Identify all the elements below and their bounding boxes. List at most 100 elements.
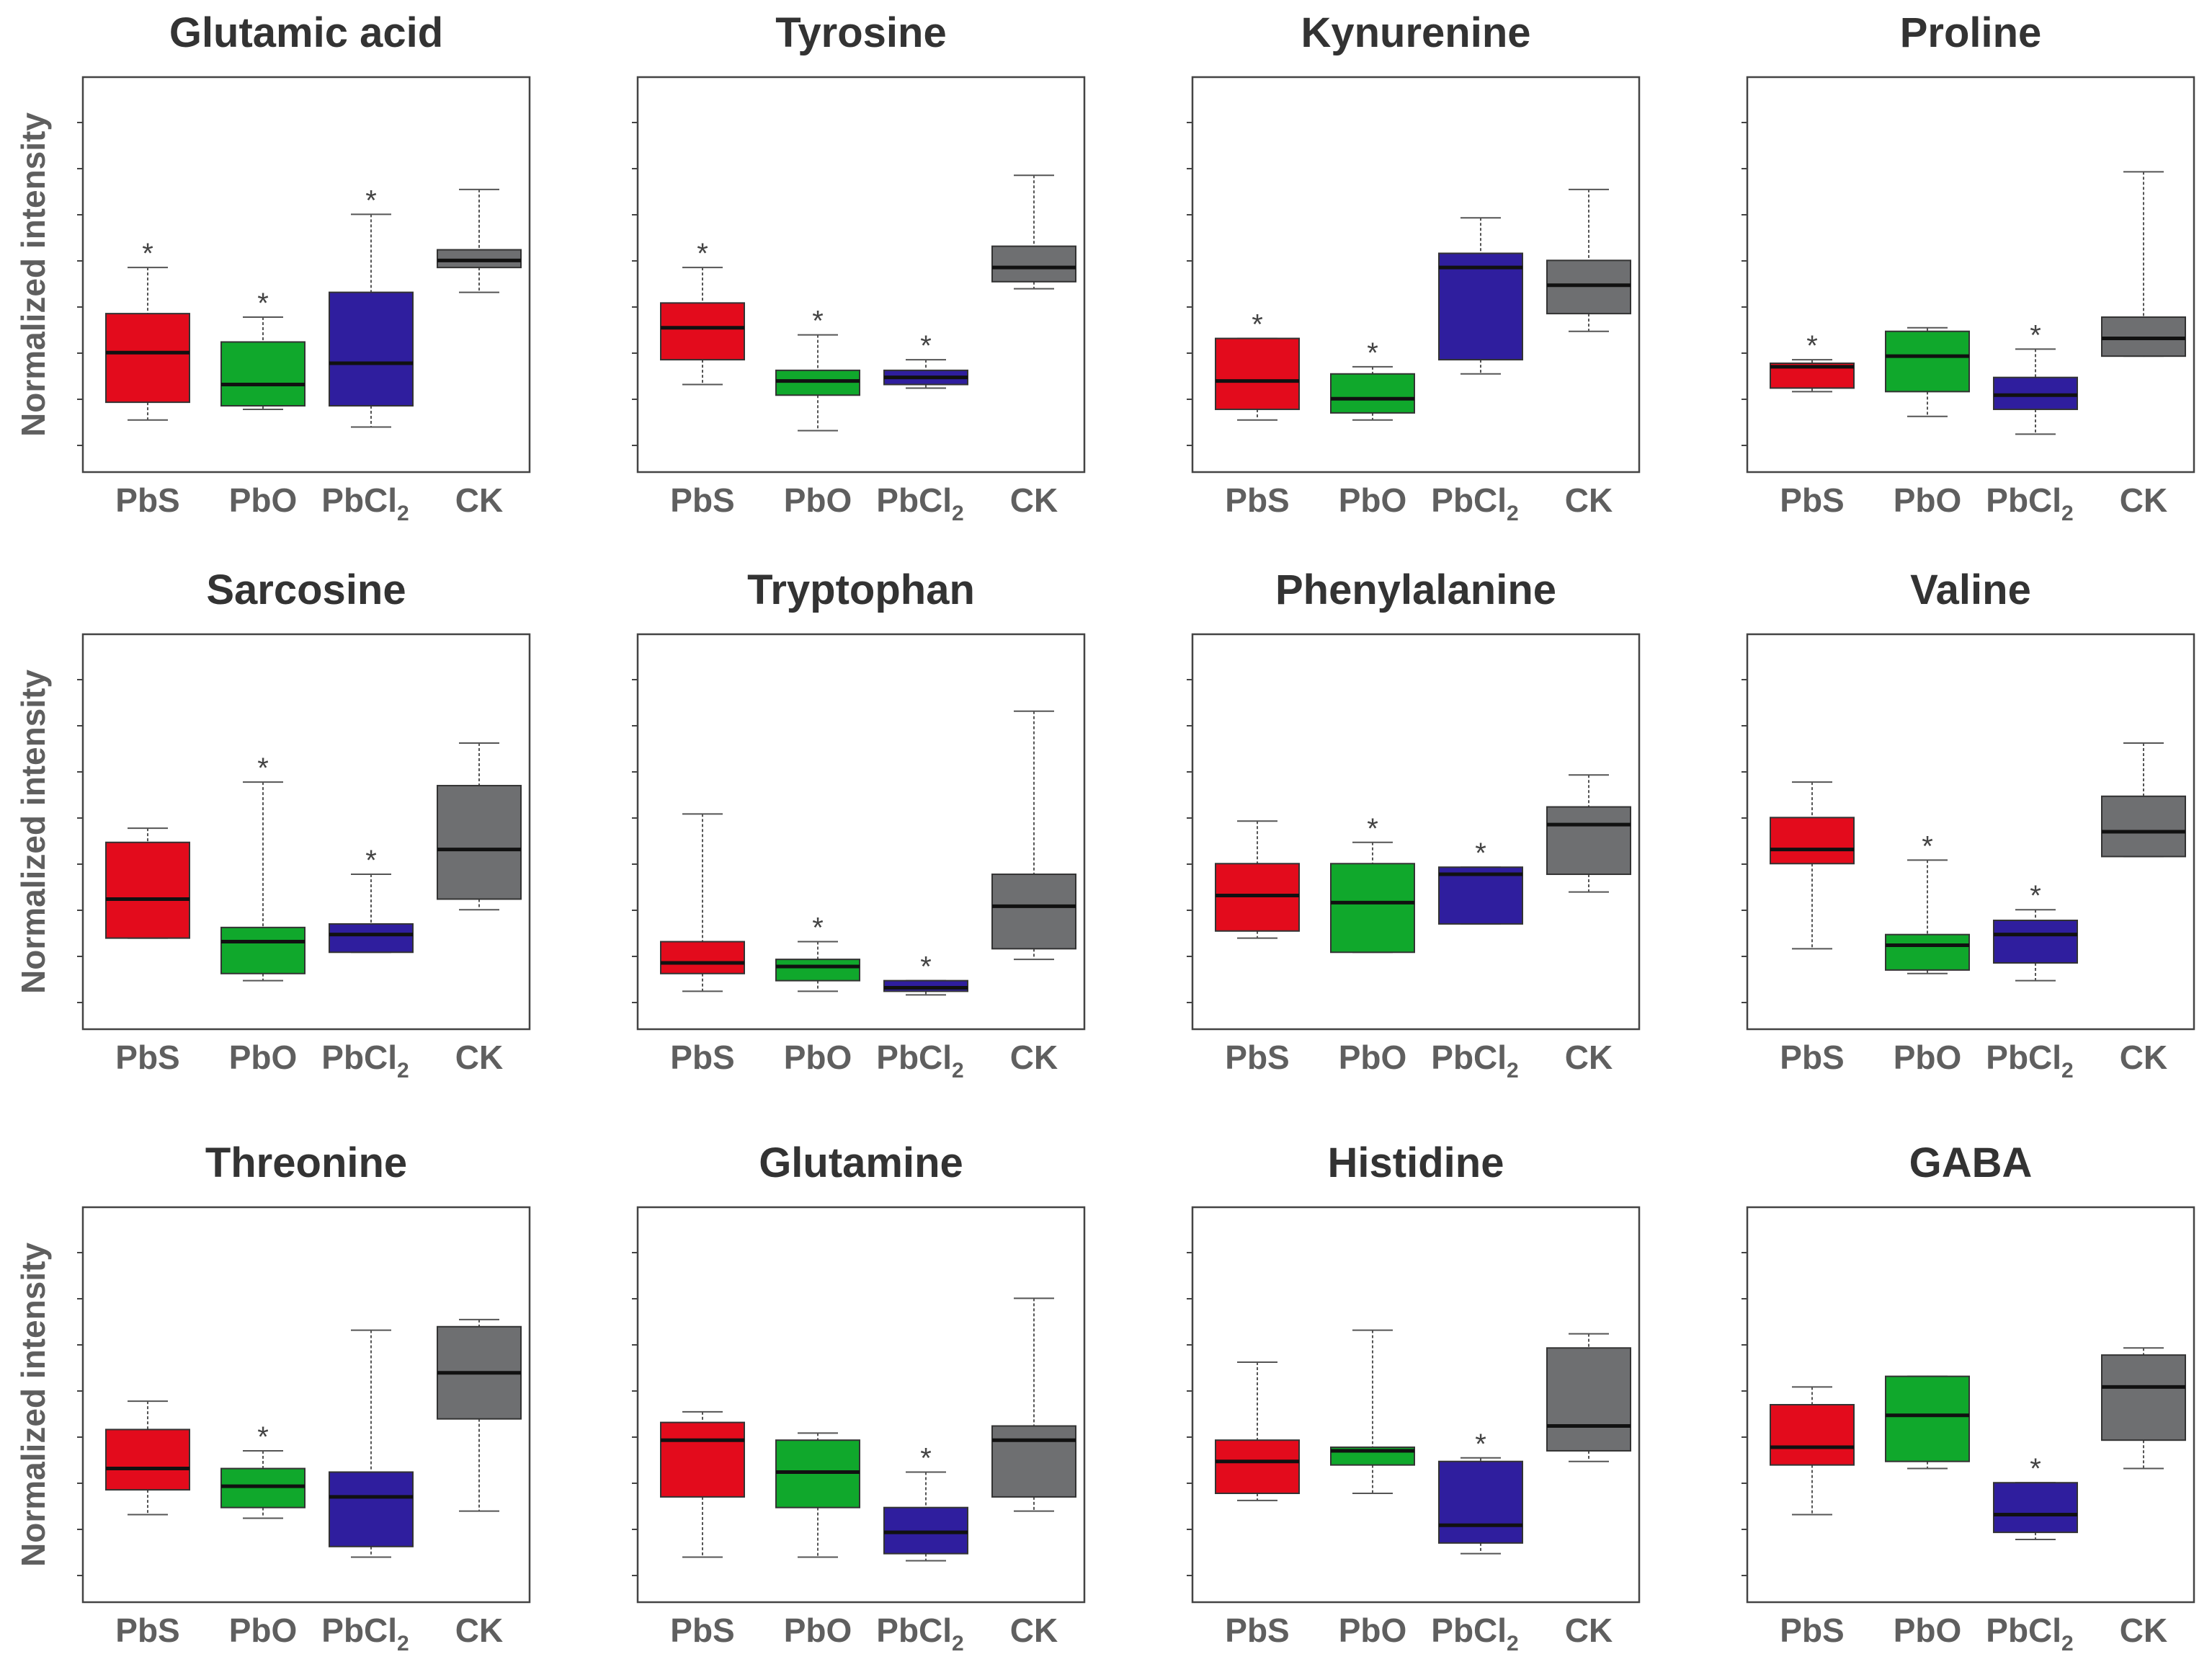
category-label-pbs: PbS: [1225, 1612, 1289, 1649]
significance-star: *: [2030, 880, 2041, 912]
category-label-pbs: PbS: [115, 1039, 179, 1076]
panel-title: Tyrosine: [775, 9, 946, 56]
box-ck: [2101, 171, 2186, 357]
panel-title: Histidine: [1328, 1139, 1504, 1186]
significance-star: *: [365, 845, 377, 876]
significance-star: *: [1806, 330, 1818, 362]
box-ck: [437, 188, 522, 293]
panel-gaba: GABA * PbS PbO PbCl2 CK: [1741, 1139, 2195, 1656]
category-label-pbcl2: PbCl2: [1431, 481, 1518, 525]
category-label-pbo: PbO: [784, 1039, 852, 1076]
category-label-pbo: PbO: [1339, 1612, 1407, 1649]
panel-title: GABA: [1909, 1139, 2033, 1186]
category-label-pbs: PbS: [1225, 481, 1289, 519]
significance-star: *: [920, 330, 932, 362]
box-pbcl2: *: [883, 951, 968, 996]
box-ck: [1546, 188, 1631, 332]
box-pbs: [1770, 1386, 1855, 1516]
iqr-box: [1993, 1482, 2078, 1534]
panel-threonine: Threonine * PbS PbO PbCl2 CK Normalized intens…: [14, 1139, 531, 1656]
y-axis-label: Normalized intensity: [14, 670, 52, 994]
iqr-box: [1546, 1347, 1631, 1452]
box-ck: [2101, 1347, 2186, 1470]
box-ck: [2101, 742, 2186, 858]
panel-histidine: Histidine * PbS PbO PbCl2 CK: [1187, 1139, 1641, 1656]
category-label-pbcl2: PbCl2: [1431, 1612, 1518, 1656]
panel-kynurenine: Kynurenine * * PbS PbO PbCl2 CK: [1187, 9, 1641, 525]
significance-star: *: [697, 238, 708, 270]
category-label-pbo: PbO: [1894, 481, 1962, 519]
category-label-ck: CK: [455, 1612, 503, 1649]
iqr-box: [220, 926, 306, 974]
significance-star: *: [812, 306, 824, 337]
plot-frame: [1746, 1206, 2195, 1604]
box-pbs: *: [1770, 330, 1855, 393]
iqr-box: [220, 341, 306, 407]
panel-title: Glutamine: [759, 1139, 963, 1186]
box-ck: [437, 742, 522, 911]
category-label-ck: CK: [1010, 1612, 1058, 1649]
panel-title: Glutamic acid: [169, 9, 443, 56]
panel-title: Proline: [1900, 9, 2042, 56]
box-pbo: *: [1330, 813, 1415, 954]
panel-glutamine: Glutamine * PbS PbO PbCl2 CK: [632, 1139, 1086, 1656]
category-label-ck: CK: [455, 481, 503, 519]
box-pbcl2: *: [883, 1442, 968, 1562]
panel-glutamic-acid: Glutamic acid * * * PbS PbO PbCl2 CK Normalized …: [14, 9, 531, 525]
category-label-pbs: PbS: [1780, 1612, 1844, 1649]
category-label-pbo: PbO: [1894, 1039, 1962, 1076]
iqr-box: [1885, 330, 1970, 393]
box-pbo: *: [775, 306, 860, 432]
category-label-pbo: PbO: [229, 481, 298, 519]
significance-star: *: [142, 238, 153, 270]
iqr-box: [1438, 866, 1523, 925]
iqr-box: [660, 941, 745, 974]
category-label-pbo: PbO: [229, 1612, 298, 1649]
iqr-box: [1885, 1375, 1970, 1462]
box-pbs: *: [1215, 309, 1300, 421]
category-label-pbs: PbS: [115, 481, 179, 519]
category-label-ck: CK: [1565, 481, 1613, 519]
category-label-ck: CK: [455, 1039, 503, 1076]
box-pbo: [1885, 326, 1970, 417]
panel-phenylalanine: Phenylalanine * * PbS PbO PbCl2 CK: [1187, 566, 1641, 1083]
iqr-box: [660, 302, 745, 361]
plot-frame: [81, 1206, 531, 1604]
panel-title: Sarcosine: [206, 566, 406, 613]
significance-star: *: [1367, 813, 1378, 845]
box-pbs: [105, 827, 190, 939]
box-pbo: *: [220, 288, 306, 410]
significance-star: *: [920, 1442, 932, 1474]
plot-frame: [636, 1206, 1086, 1604]
plot-frame: [1191, 76, 1641, 474]
panel-valine: Valine * * PbS PbO PbCl2 CK: [1741, 566, 2195, 1083]
box-pbs: [1215, 820, 1300, 939]
category-label-pbo: PbO: [1339, 481, 1407, 519]
category-label-pbs: PbS: [115, 1612, 179, 1649]
plot-frame: [1746, 633, 2195, 1031]
box-pbo: [1885, 1375, 1970, 1470]
iqr-box: [1215, 1439, 1300, 1494]
box-pbs: *: [105, 238, 190, 421]
box-ck: [1546, 1333, 1631, 1462]
category-label-pbo: PbO: [784, 1612, 852, 1649]
iqr-box: [991, 1425, 1076, 1498]
iqr-box: [1330, 373, 1415, 414]
box-pbo: *: [775, 912, 860, 992]
category-label-pbs: PbS: [670, 481, 734, 519]
box-pbcl2: *: [1438, 1428, 1523, 1555]
box-pbs: [105, 1400, 190, 1516]
iqr-box: [1770, 817, 1855, 865]
category-label-ck: CK: [1565, 1039, 1613, 1076]
panel-title: Kynurenine: [1301, 9, 1530, 56]
significance-star: *: [2030, 1453, 2041, 1485]
iqr-box: [1770, 1404, 1855, 1466]
panel-title: Threonine: [205, 1139, 407, 1186]
category-label-ck: CK: [2120, 1612, 2167, 1649]
box-pbo: [775, 1432, 860, 1558]
box-pbcl2: *: [883, 330, 968, 389]
box-ck: [991, 710, 1076, 961]
panel-sarcosine: Sarcosine * * PbS PbO PbCl2 CK Normalized inten…: [14, 566, 531, 1083]
box-pbo: *: [220, 1421, 306, 1519]
